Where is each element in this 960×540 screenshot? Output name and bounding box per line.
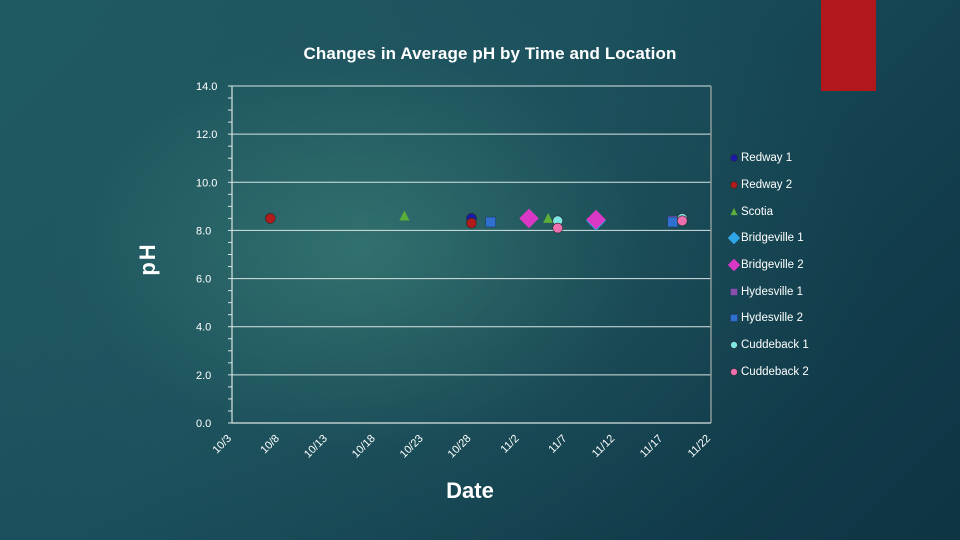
legend-marker-icon (728, 206, 740, 218)
legend-item: Hydesville 2 (728, 305, 838, 332)
legend-item: Bridgeville 2 (728, 252, 838, 279)
legend-item: Redway 2 (728, 172, 838, 199)
y-tick-label: 6.0 (196, 274, 211, 286)
data-point (676, 215, 688, 227)
x-tick-label: 11/7 (546, 433, 569, 456)
legend-marker-icon (728, 179, 740, 191)
x-tick-label: 10/18 (350, 433, 378, 461)
data-point (519, 208, 539, 229)
x-tick-label: 10/13 (302, 433, 330, 461)
x-tick-label: 10/3 (210, 433, 234, 457)
legend-marker (730, 368, 738, 376)
legend-marker (730, 207, 738, 215)
legend-item: Hydesville 1 (728, 278, 838, 305)
x-tick-label: 11/17 (638, 433, 665, 460)
legend-label: Redway 2 (741, 179, 793, 192)
legend-item: Cuddeback 2 (728, 359, 838, 386)
y-tick-label: 2.0 (196, 370, 211, 382)
legend-label: Redway 1 (741, 152, 793, 165)
data-point (667, 216, 678, 228)
data-point (265, 213, 276, 224)
x-tick-label: 11/12 (590, 433, 617, 460)
legend-marker (730, 341, 738, 349)
legend-item: Redway 1 (728, 145, 838, 172)
legend-marker-icon (728, 312, 740, 324)
legend-item: Cuddeback 1 (728, 332, 838, 359)
legend-marker-icon (728, 152, 740, 164)
y-tick-label: 14.0 (196, 81, 217, 93)
x-tick-label: 11/2 (498, 433, 521, 456)
y-tick-label: 8.0 (196, 225, 211, 237)
legend-marker-icon (728, 259, 740, 272)
legend-marker-icon (728, 366, 740, 378)
data-point (399, 210, 410, 221)
legend-marker-icon (728, 232, 740, 245)
legend-marker (730, 314, 738, 323)
y-tick-label: 12.0 (196, 129, 217, 141)
legend-marker-icon (728, 286, 740, 298)
data-point (543, 212, 554, 223)
data-point (485, 216, 496, 228)
legend-marker (730, 287, 738, 296)
legend-item: Bridgeville 1 (728, 225, 838, 252)
legend-item: Scotia (728, 198, 838, 225)
legend-label: Hydesville 1 (741, 285, 803, 298)
y-tick-label: 0.0 (196, 418, 211, 430)
legend-label: Bridgeville 1 (741, 232, 804, 245)
x-tick-label: 10/23 (398, 433, 426, 461)
chart-title: Changes in Average pH by Time and Locati… (303, 44, 677, 63)
x-axis-label: Date (446, 478, 494, 503)
legend-label: Bridgeville 2 (741, 259, 804, 272)
data-point (552, 222, 564, 234)
legend-label: Hydesville 2 (741, 312, 803, 325)
x-tick-label: 11/22 (686, 433, 713, 460)
accent-rectangle (821, 0, 876, 91)
legend-marker-icon (728, 339, 740, 351)
legend-marker (730, 181, 738, 189)
y-tick-label: 4.0 (196, 322, 211, 334)
legend-label: Cuddeback 2 (741, 365, 809, 378)
data-point (586, 209, 606, 230)
legend: Redway 1 Redway 2 Scotia Bridgeville 1 Bridg… (728, 145, 838, 385)
legend-label: Scotia (741, 205, 773, 218)
legend-marker (728, 232, 740, 245)
legend-marker (730, 154, 738, 163)
data-point (466, 217, 477, 229)
x-tick-label: 10/8 (258, 433, 282, 457)
x-tick-label: 10/28 (446, 433, 474, 461)
legend-label: Cuddeback 1 (741, 339, 809, 352)
legend-marker (728, 259, 740, 272)
y-tick-label: 10.0 (196, 177, 217, 189)
